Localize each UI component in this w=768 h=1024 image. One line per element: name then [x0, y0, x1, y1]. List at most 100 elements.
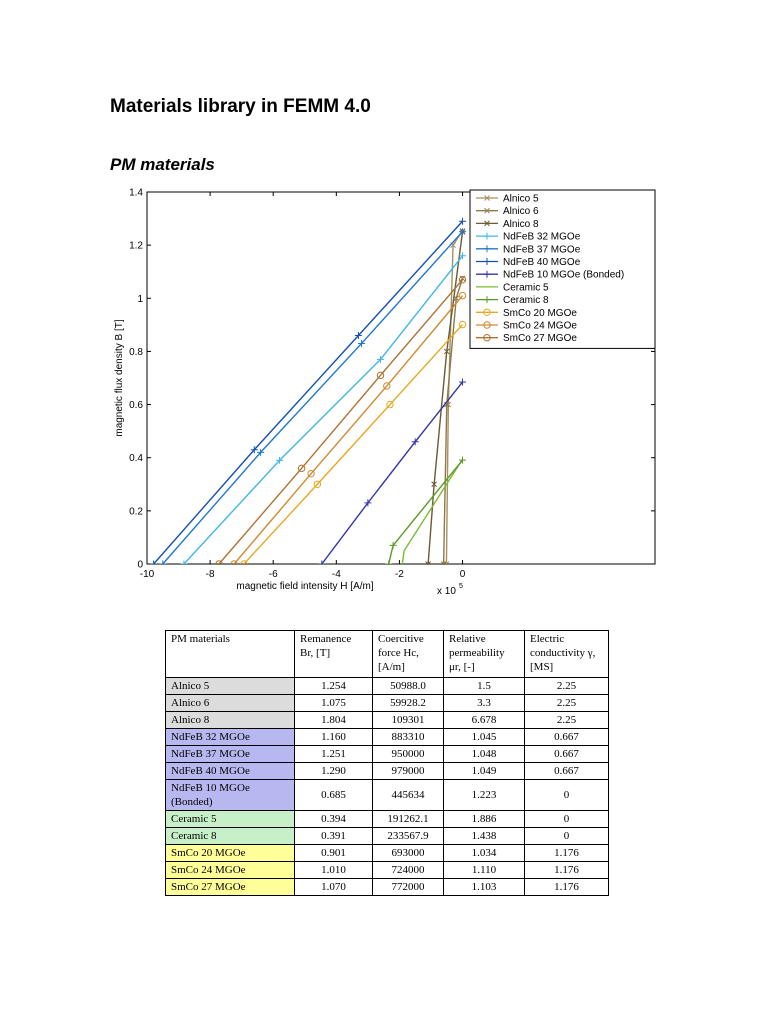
value-cell: 109301: [372, 711, 444, 729]
material-cell: Alnico 8: [165, 711, 295, 729]
legend-label: Alnico 8: [503, 219, 539, 230]
marker: [257, 448, 265, 456]
marker: [313, 480, 322, 488]
marker: [385, 560, 393, 564]
value-cell: 1.103: [443, 878, 525, 896]
marker: [250, 446, 258, 454]
table-row: NdFeB 32 MGOe 1.160 883310 1.045 0.667: [165, 728, 609, 746]
legend-marker: [484, 207, 490, 214]
series-line: [162, 231, 464, 564]
value-cell: 0.391: [294, 827, 373, 845]
x-tick-label: -8: [206, 569, 215, 580]
marker: [389, 541, 397, 549]
value-cell: 724000: [372, 861, 444, 879]
x-tick-label: -2: [395, 569, 404, 580]
marker: [425, 561, 431, 564]
marker: [458, 291, 467, 300]
y-tick-label: 1.2: [129, 241, 143, 252]
table-row: SmCo 20 MGOe 0.901 693000 1.034 1.176: [165, 844, 609, 862]
value-cell: 233567.9: [372, 827, 444, 845]
value-cell: 1.176: [524, 861, 609, 879]
value-cell: 0.685: [294, 779, 373, 811]
legend-box: [469, 189, 656, 349]
table-header-row: PM materials Remanence Br, [T] Coercitive …: [165, 630, 609, 678]
marker: [411, 438, 419, 446]
y-tick-label: 0.6: [129, 400, 143, 411]
material-cell: NdFeB 40 MGOe: [165, 762, 295, 780]
value-cell: 1.110: [443, 861, 525, 879]
table-row: NdFeB 37 MGOe 1.251 950000 1.048 0.667: [165, 745, 609, 763]
value-cell: 883310: [372, 728, 444, 746]
legend-label: NdFeB 10 MGOe (Bonded): [503, 270, 624, 281]
legend-marker: [484, 220, 490, 227]
legend-marker: [483, 321, 491, 329]
marker: [150, 560, 158, 564]
table-row: Alnico 5 1.254 50988.0 1.5 2.25: [165, 677, 609, 695]
value-cell: 1.010: [294, 861, 373, 879]
legend-label: SmCo 27 MGOe: [503, 333, 577, 344]
legend-marker: [483, 232, 491, 240]
table-body: Alnico 5 1.254 50988.0 1.5 2.25 Alnico 6 1.075…: [165, 677, 609, 896]
x-offset-text: x 10: [437, 586, 456, 597]
materials-table: PM materials Remanence Br, [T] Coercitive …: [165, 630, 609, 896]
marker: [364, 499, 372, 507]
value-cell: 950000: [372, 745, 444, 763]
table-row: SmCo 24 MGOe 1.010 724000 1.110 1.176: [165, 861, 609, 879]
marker: [318, 560, 326, 564]
y-axis-label: magnetic flux density B [T]: [114, 319, 125, 436]
legend-marker: [483, 270, 491, 278]
value-cell: 1.176: [524, 844, 609, 862]
value-cell: 2.25: [524, 677, 609, 695]
legend-marker: [484, 195, 490, 201]
y-tick-label: 1.4: [129, 188, 143, 199]
value-cell: 1.251: [294, 745, 373, 763]
legend-marker: [483, 245, 491, 253]
marker: [386, 400, 394, 409]
legend-label: Alnico 5: [503, 194, 539, 205]
marker: [376, 355, 384, 363]
value-cell: 3.3: [443, 694, 525, 712]
marker: [459, 378, 467, 386]
marker: [215, 560, 223, 564]
series-line: [233, 295, 464, 564]
header-cell: Electric conductivity γ, [MS]: [524, 630, 609, 678]
marker: [458, 275, 467, 284]
marker: [383, 382, 391, 390]
chart: magnetic field intensity H [A/m] magneti…: [114, 188, 656, 597]
legend-label: Ceramic 8: [503, 295, 549, 306]
value-cell: 0: [524, 779, 609, 811]
series-line: [183, 255, 464, 564]
series-line: [442, 278, 464, 564]
series-line: [401, 458, 464, 564]
value-cell: 0: [524, 810, 609, 828]
series-line: [243, 324, 464, 564]
value-cell: 2.25: [524, 694, 609, 712]
table-row: Ceramic 5 0.394 191262.1 1.886 0: [165, 810, 609, 828]
material-cell: NdFeB 37 MGOe: [165, 745, 295, 763]
document-title: Materials library in FEMM 4.0: [110, 96, 371, 117]
value-cell: 1.075: [294, 694, 373, 712]
value-cell: 1.886: [443, 810, 525, 828]
y-tick-label: 1: [137, 294, 143, 305]
legend-label: Alnico 6: [503, 206, 539, 217]
y-tick-label: 0: [137, 560, 143, 571]
material-cell: SmCo 24 MGOe: [165, 861, 295, 879]
value-cell: 191262.1: [372, 810, 444, 828]
legend-label: NdFeB 32 MGOe: [503, 232, 581, 243]
x-axis-label: magnetic field intensity H [A/m]: [236, 581, 373, 592]
header-cell: Relative permeability μr, [-]: [443, 630, 525, 678]
header-cell: PM materials: [165, 630, 295, 678]
material-cell: SmCo 20 MGOe: [165, 844, 295, 862]
marker: [159, 560, 167, 564]
marker: [230, 560, 238, 564]
value-cell: 0.901: [294, 844, 373, 862]
value-cell: 1.070: [294, 878, 373, 896]
marker: [440, 561, 447, 564]
value-cell: 1.176: [524, 878, 609, 896]
marker: [459, 217, 467, 225]
marker: [458, 320, 467, 329]
material-cell: NdFeB 32 MGOe: [165, 728, 295, 746]
material-cell: SmCo 27 MGOe: [165, 878, 295, 896]
value-cell: 1.804: [294, 711, 373, 729]
